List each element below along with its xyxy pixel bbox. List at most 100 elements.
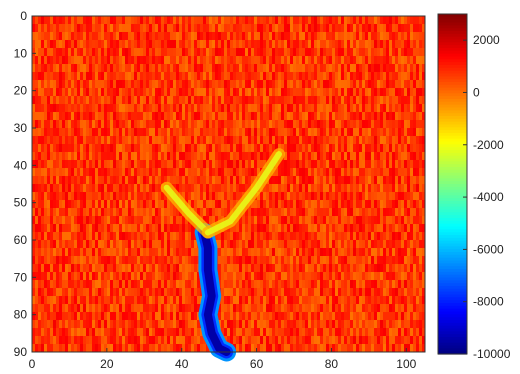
heatmap-cell	[386, 32, 389, 40]
heatmap-cell	[83, 104, 86, 112]
heatmap-cell	[35, 80, 38, 88]
heatmap-cell	[311, 120, 314, 128]
heatmap-cell	[374, 16, 377, 24]
heatmap-cell	[209, 184, 212, 192]
heatmap-cell	[185, 232, 188, 240]
heatmap-cell	[185, 184, 188, 192]
heatmap-cell	[422, 312, 425, 320]
heatmap-cell	[110, 152, 113, 160]
heatmap-cell	[128, 184, 131, 192]
heatmap-cell	[50, 312, 53, 320]
heatmap-cell	[113, 48, 116, 56]
heatmap-cell	[338, 256, 341, 264]
heatmap-cell	[149, 288, 152, 296]
heatmap-cell	[383, 192, 386, 200]
heatmap-cell	[194, 104, 197, 112]
heatmap-cell	[359, 16, 362, 24]
heatmap-cell	[95, 88, 98, 96]
heatmap-cell	[140, 208, 143, 216]
heatmap-cell	[404, 120, 407, 128]
heatmap-cell	[350, 240, 353, 248]
heatmap-cell	[182, 144, 185, 152]
heatmap-cell	[269, 144, 272, 152]
heatmap-cell	[356, 144, 359, 152]
heatmap-cell	[257, 264, 260, 272]
heatmap-cell	[41, 64, 44, 72]
heatmap-cell	[359, 112, 362, 120]
heatmap-cell	[344, 168, 347, 176]
heatmap-cell	[104, 256, 107, 264]
heatmap-cell	[299, 32, 302, 40]
heatmap-cell	[140, 96, 143, 104]
heatmap-cell	[62, 320, 65, 328]
heatmap-cell	[290, 120, 293, 128]
heatmap-cell	[65, 304, 68, 312]
heatmap-cell	[308, 232, 311, 240]
heatmap-cell	[140, 192, 143, 200]
heatmap-cell	[158, 304, 161, 312]
heatmap-cell	[362, 184, 365, 192]
heatmap-cell	[287, 16, 290, 24]
heatmap-cell	[206, 144, 209, 152]
heatmap-cell	[140, 280, 143, 288]
heatmap-cell	[188, 248, 191, 256]
heatmap-cell	[32, 144, 35, 152]
heatmap-cell	[218, 200, 221, 208]
heatmap-cell	[377, 152, 380, 160]
heatmap-cell	[155, 32, 158, 40]
heatmap-cell	[347, 88, 350, 96]
heatmap-cell	[413, 16, 416, 24]
heatmap-cell	[266, 200, 269, 208]
heatmap-cell	[380, 280, 383, 288]
heatmap-cell	[32, 64, 35, 72]
heatmap-cell	[122, 248, 125, 256]
heatmap-cell	[110, 24, 113, 32]
heatmap-cell	[125, 224, 128, 232]
heatmap-cell	[173, 216, 176, 224]
heatmap-cell	[101, 120, 104, 128]
heatmap-cell	[269, 104, 272, 112]
heatmap-cell	[404, 280, 407, 288]
heatmap-cell	[314, 160, 317, 168]
heatmap-cell	[344, 200, 347, 208]
heatmap-cell	[167, 24, 170, 32]
heatmap-cell	[359, 240, 362, 248]
heatmap-cell	[71, 32, 74, 40]
heatmap-cell	[65, 208, 68, 216]
heatmap-cell	[386, 64, 389, 72]
heatmap-cell	[239, 40, 242, 48]
heatmap-cell	[353, 40, 356, 48]
heatmap-cell	[41, 112, 44, 120]
heatmap-cell	[422, 232, 425, 240]
heatmap-cell	[392, 144, 395, 152]
heatmap-cell	[254, 144, 257, 152]
heatmap-cell	[44, 88, 47, 96]
heatmap-cell	[383, 64, 386, 72]
heatmap-cell	[38, 280, 41, 288]
heatmap-cell	[263, 288, 266, 296]
heatmap-cell	[335, 192, 338, 200]
heatmap-cell	[362, 296, 365, 304]
heatmap-cell	[203, 184, 206, 192]
heatmap-cell	[221, 72, 224, 80]
heatmap-cell	[410, 16, 413, 24]
heatmap-cell	[284, 280, 287, 288]
heatmap-cell	[194, 256, 197, 264]
heatmap-cell	[374, 64, 377, 72]
heatmap-cell	[389, 216, 392, 224]
heatmap-cell	[410, 256, 413, 264]
heatmap-cell	[185, 304, 188, 312]
heatmap-cell	[305, 144, 308, 152]
heatmap-cell	[332, 248, 335, 256]
heatmap-cell	[374, 96, 377, 104]
heatmap-cell	[242, 64, 245, 72]
heatmap-cell	[41, 304, 44, 312]
heatmap-cell	[86, 32, 89, 40]
heatmap-cell	[209, 40, 212, 48]
heatmap-cell	[68, 152, 71, 160]
heatmap-cell	[44, 120, 47, 128]
heatmap-cell	[305, 104, 308, 112]
heatmap-cell	[59, 128, 62, 136]
heatmap-cell	[185, 72, 188, 80]
heatmap-cell	[152, 104, 155, 112]
